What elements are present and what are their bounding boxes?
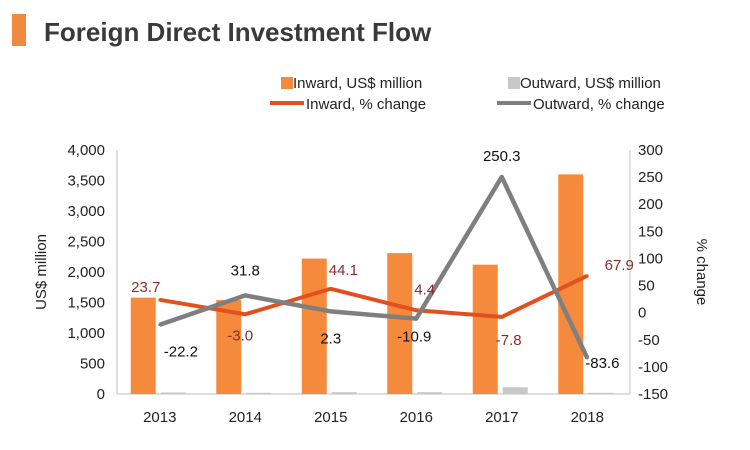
y-left-tick-label: 3,500	[67, 173, 105, 190]
x-tick-label: 2018	[571, 409, 604, 426]
bar-outward-usd	[502, 387, 528, 394]
y-left-tick-label: 500	[80, 356, 105, 373]
y-right-axis-title: % change	[693, 239, 710, 306]
point-inward-pct-change	[158, 298, 162, 302]
y-right-tick-label: 250	[638, 169, 663, 186]
legend-swatch-outward-bar	[508, 77, 520, 89]
y-right-tick-label: -50	[638, 332, 660, 349]
point-inward-pct-change	[414, 308, 418, 312]
data-label-inward-pct-change: 67.9	[605, 257, 634, 274]
bar-outward-usd	[588, 392, 614, 394]
data-label-inward-pct-change: 44.1	[329, 262, 358, 279]
bar-inward-usd	[216, 300, 242, 394]
title-accent-bar	[12, 14, 26, 46]
bar-outward-usd	[246, 392, 272, 394]
y-left-tick-label: 2,000	[67, 264, 105, 281]
y-left-axis-title: US$ million	[33, 234, 50, 310]
x-tick-label: 2017	[485, 409, 518, 426]
data-label-outward-pct-change: -83.6	[585, 355, 619, 372]
point-outward-pct-change	[414, 317, 418, 321]
y-right-tick-label: 150	[638, 223, 663, 240]
x-tick-label: 2015	[314, 409, 347, 426]
x-tick-label: 2016	[400, 409, 433, 426]
y-right-tick-label: 50	[638, 278, 655, 295]
y-left-tick-label: 4,000	[67, 142, 105, 159]
point-outward-pct-change	[585, 356, 589, 360]
y-left-tick-label: 0	[97, 386, 105, 403]
legend-swatch-inward-bar	[281, 77, 293, 89]
point-inward-pct-change	[329, 287, 333, 291]
bar-outward-usd	[331, 392, 357, 394]
x-tick-label: 2014	[229, 409, 262, 426]
point-inward-pct-change	[500, 315, 504, 319]
point-outward-pct-change	[500, 175, 504, 179]
y-left-tick-label: 3,000	[67, 203, 105, 220]
line-inward-pct-change	[159, 274, 589, 319]
bar-inward-usd	[472, 264, 498, 394]
bar-inward-usd	[301, 258, 327, 394]
y-left-tick-label: 1,500	[67, 295, 105, 312]
y-right-tick-label: 0	[638, 305, 646, 322]
data-label-outward-pct-change: 2.3	[320, 330, 341, 347]
data-label-inward-pct-change: -3.0	[227, 327, 253, 344]
point-inward-pct-change	[585, 274, 589, 278]
data-label-inward-pct-change: 23.7	[131, 279, 160, 296]
bar-outward-usd	[417, 392, 443, 394]
line-outward-pct-change	[159, 174, 590, 359]
point-outward-pct-change	[158, 323, 162, 327]
legend-label-outward-bar: Outward, US$ million	[520, 75, 661, 92]
y-right-tick-label: 100	[638, 250, 663, 267]
data-label-outward-pct-change: -10.9	[397, 329, 431, 346]
data-label-inward-pct-change: 4.4	[414, 281, 435, 298]
point-outward-pct-change	[329, 309, 333, 313]
point-outward-pct-change	[243, 293, 247, 297]
chart-title: Foreign Direct Investment Flow	[44, 17, 432, 47]
y-left-tick-label: 1,000	[67, 325, 105, 342]
data-label-outward-pct-change: -22.2	[164, 344, 198, 361]
data-label-inward-pct-change: -7.8	[496, 332, 522, 349]
y-right-tick-label: -150	[638, 386, 668, 403]
legend-label-inward-bar: Inward, US$ million	[293, 75, 422, 92]
bar-outward-usd	[160, 392, 186, 394]
bar-inward-usd	[130, 297, 156, 394]
data-label-outward-pct-change: 31.8	[231, 262, 260, 279]
y-left-tick-label: 2,500	[67, 234, 105, 251]
y-right-tick-label: 200	[638, 196, 663, 213]
legend-label-outward-line: Outward, % change	[533, 96, 665, 113]
y-right-tick-label: 300	[638, 142, 663, 159]
legend-label-inward-line: Inward, % change	[306, 96, 426, 113]
x-tick-label: 2013	[143, 409, 176, 426]
point-inward-pct-change	[243, 312, 247, 316]
data-label-outward-pct-change: 250.3	[483, 148, 521, 165]
bar-inward-usd	[387, 253, 413, 394]
y-right-tick-label: -100	[638, 359, 668, 376]
